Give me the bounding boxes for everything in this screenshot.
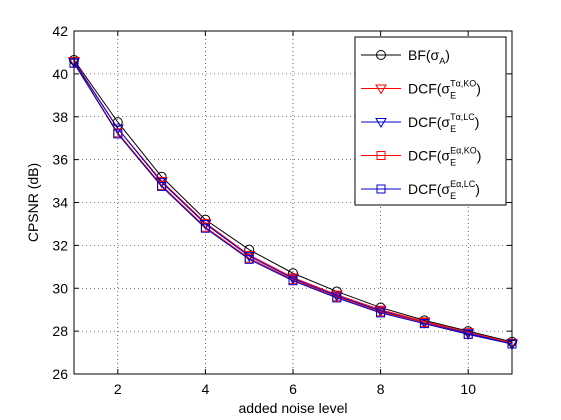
- legend-entry: DCF(σTα,KO E): [361, 79, 481, 101]
- data-point: [374, 305, 387, 316]
- data-point: [463, 329, 473, 339]
- legend-entry: DCF(σEα,KO E): [361, 146, 481, 168]
- data-point: [376, 308, 386, 318]
- legend-marker: [375, 84, 387, 95]
- y-tick-label: 30: [52, 280, 68, 296]
- y-tick-label: 36: [52, 152, 68, 168]
- y-tick-label: 32: [52, 237, 68, 253]
- legend-label: DCF(σEα,KO E): [408, 146, 481, 168]
- legend-marker: [375, 118, 387, 128]
- legend-marker: [376, 50, 386, 60]
- x-tick-label: 2: [114, 381, 122, 397]
- y-tick-label: 26: [52, 366, 68, 382]
- data-point: [332, 293, 342, 303]
- legend-label: BF(σA): [408, 47, 450, 66]
- series-layer: [68, 54, 518, 350]
- y-tick-label: 38: [52, 109, 68, 125]
- x-tick-label: 6: [289, 381, 297, 397]
- x-axis-label: added noise level: [239, 400, 348, 416]
- data-point: [374, 306, 387, 317]
- data-point: [200, 223, 210, 233]
- x-tick-label: 10: [460, 381, 476, 397]
- legend-label: DCF(σEα,LC E): [408, 179, 480, 201]
- legend-marker: [376, 184, 386, 194]
- x-tick-label: 4: [202, 381, 210, 397]
- series-line: [73, 59, 513, 343]
- legend-label: DCF(σTα,KO E): [408, 79, 481, 101]
- x-tick-label: 8: [377, 381, 385, 397]
- data-point: [113, 129, 123, 139]
- legend-entry: BF(σA): [361, 47, 450, 66]
- y-tick-label: 40: [52, 66, 68, 82]
- legend: BF(σA) DCF(σTα,KO E) DCF(σTα,LC E) DCF(σEα,KO…: [354, 36, 507, 206]
- axis-ticks: 2 4 6 8 10 26 28 30 32 34 36 38 40 42: [52, 23, 512, 397]
- data-point: [288, 276, 298, 286]
- legend-entry: DCF(σEα,LC E): [361, 179, 480, 201]
- legend-marker: [376, 151, 386, 160]
- y-tick-label: 28: [52, 323, 68, 339]
- legend-entry: DCF(σTα,LC E): [361, 112, 479, 134]
- y-tick-label: 34: [52, 195, 68, 211]
- series-5: [69, 58, 517, 349]
- data-point: [157, 181, 167, 191]
- data-point: [244, 254, 254, 264]
- legend-box: [354, 36, 507, 206]
- data-point: [419, 319, 429, 329]
- series-line: [73, 62, 513, 345]
- grid: [74, 31, 512, 374]
- series-line: [73, 62, 513, 345]
- y-tick-label: 42: [52, 23, 68, 39]
- legend-label: DCF(σTα,LC E): [408, 112, 479, 134]
- y-axis-label: CPSNR (dB): [25, 163, 41, 242]
